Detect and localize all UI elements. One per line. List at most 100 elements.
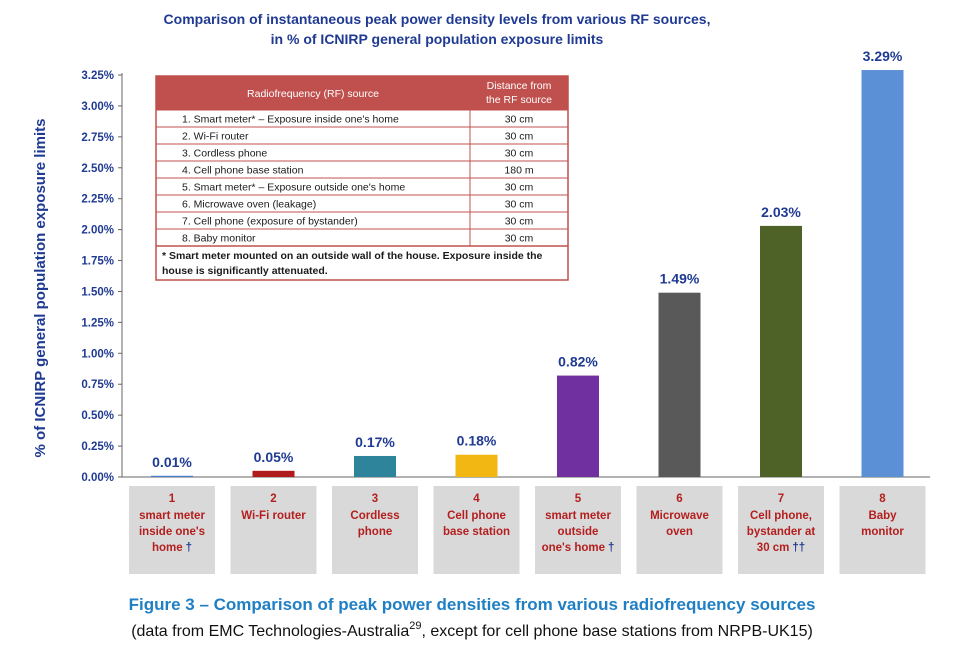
category-label-line: Wi-Fi router <box>241 510 306 522</box>
category-label-line: monitor <box>861 526 904 538</box>
figure-caption-subtitle: (data from EMC Technologies-Australia29,… <box>131 620 813 640</box>
legend-row-distance: 180 m <box>504 165 533 177</box>
category-label-line: smart meter <box>139 510 205 522</box>
category-number: 4 <box>473 493 480 505</box>
legend-row-source: 8. Baby monitor <box>182 233 256 245</box>
category-box-6: 6 Microwave oven <box>636 486 723 574</box>
category-label-line: 30 cm †† <box>757 542 805 554</box>
bar-8 <box>861 70 904 477</box>
legend-row-distance: 30 cm <box>505 216 534 228</box>
value-label-6: 1.49% <box>660 271 700 287</box>
legend-note-line: * Smart meter mounted on an outside wall… <box>162 250 543 262</box>
y-axis: 0.00% 0.25% 0.50% 0.75% 1.00% 1.25% 1.50% 1.75%… <box>81 70 930 484</box>
category-number: 7 <box>778 493 784 505</box>
legend-row-source: 5. Smart meter* – Exposure outside one's… <box>182 182 405 194</box>
y-axis-label: % of ICNIRP general population exposure … <box>32 119 49 458</box>
value-label-1: 0.01% <box>152 454 192 470</box>
category-label-line: Cordless <box>350 510 399 522</box>
category-label-line: phone <box>358 526 393 538</box>
category-box-bg <box>636 486 723 574</box>
caption-sub-after: , except for cell phone base stations fr… <box>422 623 813 640</box>
value-label-2: 0.05% <box>254 449 294 465</box>
category-box-bg <box>332 486 418 574</box>
bar-5 <box>557 375 599 477</box>
category-box-1: 1 smart meter inside one's home † <box>129 486 215 574</box>
value-label-8: 3.29% <box>863 48 903 64</box>
legend-row-distance: 30 cm <box>505 199 534 211</box>
category-box-4: 4 Cell phone base station <box>433 486 520 574</box>
category-box-bg <box>839 486 926 574</box>
category-boxes: 1 smart meter inside one's home † 2 Wi-Fi rout… <box>129 486 926 574</box>
category-box-7: 7 Cell phone, bystander at 30 cm †† <box>738 486 824 574</box>
footnote-mark: † <box>608 542 614 554</box>
category-label-line: base station <box>443 526 510 538</box>
y-tick-label: 0.25% <box>81 441 114 453</box>
legend-row-distance: 30 cm <box>505 233 534 245</box>
category-number: 5 <box>575 493 582 505</box>
chart-title-line-1: Comparison of instantaneous peak power d… <box>164 11 711 27</box>
value-labels: 0.01% 0.05% 0.17% 0.18% 0.82% 1.49% 2.03% 3.29% <box>152 48 903 470</box>
value-label-5: 0.82% <box>558 354 598 370</box>
category-box-3: 3 Cordless phone <box>332 486 418 574</box>
legend-row-source: 6. Microwave oven (leakage) <box>182 199 316 211</box>
chart-title-line-2: in % of ICNIRP general population exposu… <box>271 31 604 47</box>
bar-2 <box>252 470 295 477</box>
bars <box>151 70 904 477</box>
category-box-bg <box>230 486 317 574</box>
category-number: 8 <box>879 493 886 505</box>
category-box-bg <box>433 486 520 574</box>
y-tick-label: 2.50% <box>81 163 114 175</box>
y-tick-label: 0.00% <box>81 472 114 484</box>
value-label-3: 0.17% <box>355 434 395 450</box>
y-tick-label: 1.75% <box>81 256 114 268</box>
category-box-bg <box>535 486 621 574</box>
category-label-line: one's home † <box>542 542 615 554</box>
legend-header-source: Radiofrequency (RF) source <box>247 88 379 100</box>
category-number: 2 <box>270 493 276 505</box>
y-tick-label: 2.00% <box>81 225 114 237</box>
legend-row-source: 7. Cell phone (exposure of bystander) <box>182 216 358 228</box>
legend-row-distance: 30 cm <box>505 148 534 160</box>
legend-row-source: 3. Cordless phone <box>182 148 267 160</box>
y-tick-label: 3.00% <box>81 101 114 113</box>
category-box-5: 5 smart meter outside one's home † <box>535 486 621 574</box>
legend-row-source: 2. Wi-Fi router <box>182 131 249 143</box>
category-box-bg <box>129 486 215 574</box>
bar-7 <box>760 225 802 477</box>
bar-4 <box>455 454 498 477</box>
category-label-line: bystander at <box>747 526 816 538</box>
legend-row-source: 1. Smart meter* – Exposure inside one's … <box>182 114 399 126</box>
legend-row-distance: 30 cm <box>505 182 534 194</box>
y-tick-label: 3.25% <box>81 70 114 82</box>
category-number: 1 <box>169 493 176 505</box>
legend-row-source: 4. Cell phone base station <box>182 165 304 177</box>
legend-table-header-bg <box>156 76 568 110</box>
category-box-8: 8 Baby monitor <box>839 486 926 574</box>
legend-header-distance: the RF source <box>486 94 552 106</box>
category-number: 6 <box>676 493 682 505</box>
y-tick-label: 2.75% <box>81 132 114 144</box>
category-number: 3 <box>372 493 378 505</box>
figure-caption-title: Figure 3 – Comparison of peak power dens… <box>129 595 816 614</box>
category-label-line: home † <box>152 542 192 554</box>
category-box-2: 2 Wi-Fi router <box>230 486 317 574</box>
value-label-7: 2.03% <box>761 204 801 220</box>
y-tick-label: 1.50% <box>81 286 114 298</box>
category-label-line: oven <box>666 526 693 538</box>
bar-1 <box>151 475 193 477</box>
y-tick-label: 1.00% <box>81 348 114 360</box>
y-tick-label: 2.25% <box>81 194 114 206</box>
y-tick-label: 0.50% <box>81 410 114 422</box>
bar-6 <box>658 292 701 477</box>
bar-3 <box>354 455 396 477</box>
category-label-line: outside <box>558 526 599 538</box>
y-tick-label: 0.75% <box>81 379 114 391</box>
chart-title: Comparison of instantaneous peak power d… <box>164 11 711 47</box>
category-label-line: Baby <box>868 510 897 522</box>
legend-row-distance: 30 cm <box>505 114 534 126</box>
category-box-bg <box>738 486 824 574</box>
legend-header-distance: Distance from <box>487 80 552 92</box>
category-label-line: Cell phone <box>447 510 506 522</box>
footnote-mark: †† <box>792 542 805 554</box>
category-label-line: smart meter <box>545 510 611 522</box>
